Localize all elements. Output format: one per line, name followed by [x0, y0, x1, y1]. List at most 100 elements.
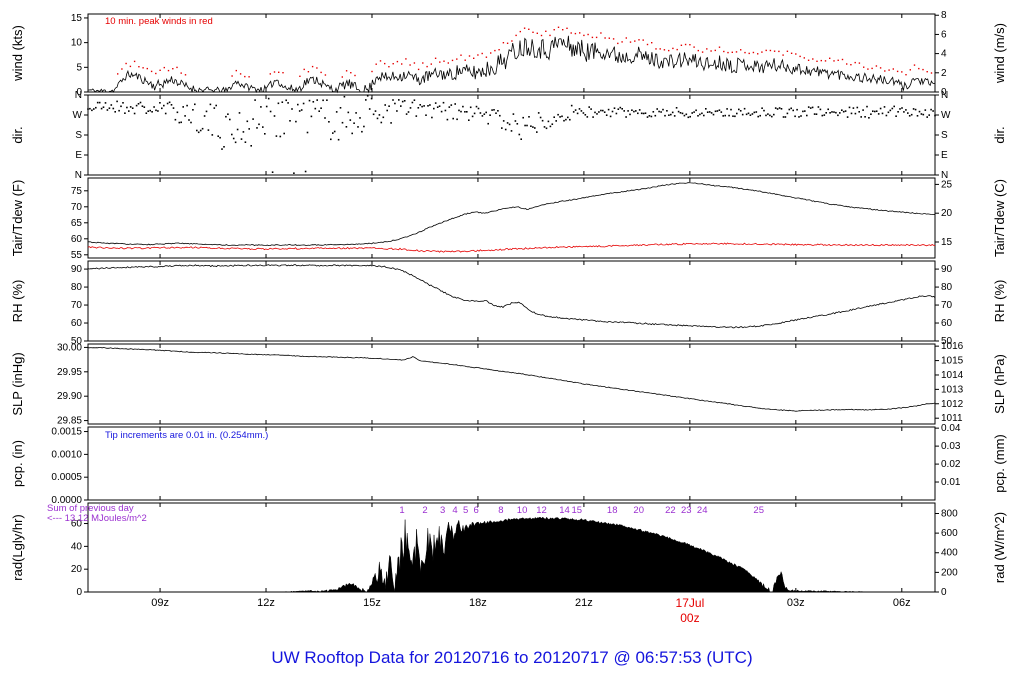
svg-text:14: 14: [559, 505, 570, 516]
svg-text:dir.: dir.: [992, 126, 1007, 143]
svg-text:N: N: [941, 170, 948, 181]
svg-text:50: 50: [941, 336, 953, 347]
svg-text:60: 60: [71, 234, 83, 245]
svg-text:W: W: [941, 110, 951, 121]
svg-text:50: 50: [71, 336, 83, 347]
svg-text:dir.: dir.: [10, 126, 25, 143]
svg-text:40: 40: [71, 541, 83, 552]
svg-text:600: 600: [941, 528, 958, 539]
svg-text:2: 2: [941, 68, 947, 79]
svg-text:29.90: 29.90: [57, 391, 82, 402]
svg-text:24: 24: [697, 505, 708, 516]
svg-text:23: 23: [681, 505, 692, 516]
svg-text:E: E: [941, 150, 948, 161]
svg-text:rad(Lgly/hr): rad(Lgly/hr): [10, 514, 25, 580]
svg-text:SLP (hPa): SLP (hPa): [992, 354, 1007, 414]
svg-text:10: 10: [71, 38, 83, 49]
svg-text:W: W: [73, 110, 83, 121]
svg-text:1011: 1011: [941, 413, 963, 424]
svg-text:21z: 21z: [575, 597, 593, 609]
svg-text:4: 4: [941, 49, 947, 60]
panel-pcp: 0.0000 0.0005 0.0010 0.0015 0.01 0.02 0.03 0.04…: [10, 423, 1007, 506]
svg-text:30.00: 30.00: [57, 342, 82, 353]
svg-text:00z: 00z: [680, 611, 699, 625]
svg-text:RH (%): RH (%): [10, 280, 25, 323]
svg-text:400: 400: [941, 548, 958, 559]
chart-title: UW Rooftop Data for 20120716 to 20120717…: [271, 648, 753, 667]
svg-text:10: 10: [517, 505, 528, 516]
svg-text:29.85: 29.85: [57, 416, 82, 427]
svg-text:0.0010: 0.0010: [51, 449, 82, 460]
svg-text:1016: 1016: [941, 341, 964, 352]
svg-text:10 min. peak winds in red: 10 min. peak winds in red: [105, 16, 213, 27]
panel-rh: 50 60 70 80 90 50 60 70 80 90 RH (%) RH (%): [10, 260, 1007, 347]
svg-text:1015: 1015: [941, 356, 964, 367]
svg-text:60: 60: [71, 318, 83, 329]
svg-text:5: 5: [463, 505, 468, 516]
svg-text:2: 2: [422, 505, 427, 516]
svg-text:70: 70: [71, 300, 83, 311]
svg-text:55: 55: [71, 250, 83, 261]
svg-text:3: 3: [440, 505, 445, 516]
panel-slp: 29.85 29.90 29.95 30.00 1011 1012 1013 1014 1015…: [10, 341, 1007, 426]
svg-text:15z: 15z: [363, 597, 381, 609]
svg-text:Tip increments are 0.01 in. (0: Tip increments are 0.01 in. (0.254mm.): [105, 430, 268, 441]
svg-text:0.04: 0.04: [941, 423, 961, 434]
svg-text:Tair/Tdew (C): Tair/Tdew (C): [992, 179, 1007, 257]
svg-text:29.95: 29.95: [57, 367, 82, 378]
svg-text:<--- 13.12 MJoules/m^2: <--- 13.12 MJoules/m^2: [47, 513, 147, 524]
svg-text:S: S: [75, 130, 82, 141]
svg-text:60: 60: [71, 519, 83, 530]
svg-text:6: 6: [941, 29, 947, 40]
svg-text:0: 0: [941, 87, 947, 98]
svg-text:rad (W/m^2): rad (W/m^2): [992, 512, 1007, 583]
svg-text:wind (kts): wind (kts): [10, 25, 25, 82]
svg-text:E: E: [75, 150, 82, 161]
svg-text:200: 200: [941, 567, 958, 578]
svg-text:20: 20: [941, 208, 953, 219]
svg-text:25: 25: [941, 179, 953, 190]
svg-text:90: 90: [941, 264, 953, 275]
svg-text:60: 60: [941, 318, 953, 329]
svg-text:22: 22: [665, 505, 676, 516]
svg-text:25: 25: [753, 505, 764, 516]
svg-text:N: N: [75, 90, 82, 101]
svg-text:80: 80: [941, 282, 953, 293]
svg-text:4: 4: [452, 505, 457, 516]
svg-text:80: 80: [71, 282, 83, 293]
svg-text:0.0005: 0.0005: [51, 472, 82, 483]
svg-text:0.01: 0.01: [941, 477, 961, 488]
svg-text:20: 20: [633, 505, 644, 516]
svg-text:0.02: 0.02: [941, 459, 961, 470]
svg-text:pcp. (mm): pcp. (mm): [992, 434, 1007, 493]
svg-text:N: N: [941, 90, 948, 101]
svg-text:12z: 12z: [257, 597, 275, 609]
svg-text:65: 65: [71, 218, 83, 229]
svg-text:1012: 1012: [941, 399, 964, 410]
svg-text:1013: 1013: [941, 384, 964, 395]
svg-text:0: 0: [941, 587, 947, 598]
svg-text:0.0015: 0.0015: [51, 427, 82, 438]
svg-text:0: 0: [76, 87, 82, 98]
svg-text:18: 18: [607, 505, 618, 516]
svg-text:90: 90: [71, 264, 83, 275]
svg-text:70: 70: [71, 202, 83, 213]
svg-text:1014: 1014: [941, 370, 964, 381]
svg-text:5: 5: [76, 62, 82, 73]
svg-text:15: 15: [572, 505, 583, 516]
svg-text:03z: 03z: [787, 597, 805, 609]
svg-text:20: 20: [71, 564, 83, 575]
svg-text:15: 15: [71, 13, 83, 24]
svg-text:1: 1: [399, 505, 404, 516]
svg-text:09z: 09z: [151, 597, 169, 609]
svg-text:0: 0: [76, 587, 82, 598]
svg-text:pcp. (in): pcp. (in): [10, 440, 25, 487]
panel-wind: 0 5 10 15 0 2 4 6 8 10 min. peak winds in red wind…: [10, 10, 1007, 98]
svg-text:06z: 06z: [893, 597, 911, 609]
panel-temp: 55 60 65 70 75 15 20 25 Tair/Tdew (F) Tair/Tdew (…: [10, 177, 1007, 261]
